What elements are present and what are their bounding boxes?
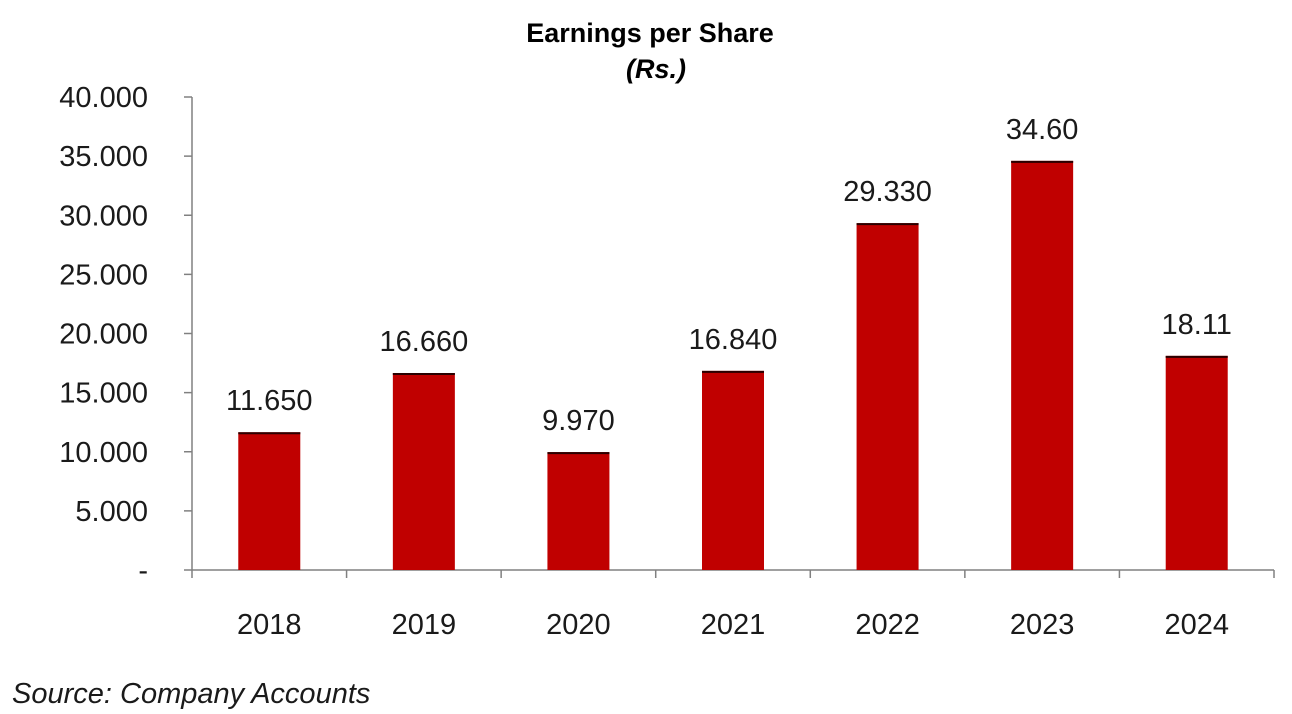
- x-tick-label: 2023: [1010, 609, 1075, 641]
- bars: [238, 160, 1228, 571]
- x-tick-label: 2018: [237, 609, 302, 641]
- y-tick-label: 10.000: [59, 437, 148, 469]
- data-label-2021: 16.840: [689, 324, 778, 356]
- bar-2019: [392, 372, 455, 570]
- data-label-2019: 16.660: [380, 326, 469, 358]
- y-tick-label: 35.000: [59, 141, 148, 173]
- bar-2023: [1011, 160, 1074, 571]
- data-label-2023: 34.60: [1006, 114, 1079, 146]
- x-axis: 2018 2019 2020 2021 2022 2023 2024: [191, 569, 1275, 641]
- y-tick-label: 15.000: [59, 378, 148, 410]
- bar-2022: [856, 223, 919, 571]
- y-tick-label: 25.000: [59, 259, 148, 291]
- y-tick-label: 20.000: [59, 319, 148, 351]
- x-tick-label: 2022: [855, 609, 920, 641]
- bar-2021: [702, 370, 764, 570]
- x-tick-label: 2024: [1164, 609, 1229, 641]
- data-labels: 11.650 16.660 9.970 16.840 29.330 34.60 18.11: [226, 114, 1232, 437]
- x-tick-label: 2019: [392, 609, 457, 641]
- chart-subtitle: (Rs.): [626, 54, 686, 84]
- bar-2020: [547, 452, 610, 570]
- y-tick-label: 5.000: [75, 496, 148, 528]
- x-tick-label: 2020: [546, 609, 611, 641]
- y-tick-label: 30.000: [59, 200, 148, 232]
- data-label-2024: 18.11: [1162, 309, 1232, 341]
- y-tick-label: 40.000: [59, 82, 148, 114]
- data-label-2018: 11.650: [226, 385, 313, 417]
- y-tick-label: -: [138, 555, 148, 587]
- x-tick-label: 2021: [701, 609, 766, 641]
- bar-2024: [1165, 355, 1228, 570]
- bar-2018: [238, 432, 301, 570]
- data-label-2020: 9.970: [542, 405, 615, 437]
- source-note: Source: Company Accounts: [12, 678, 370, 710]
- y-axis: - 5.000 10.000 15.000 20.000 25.000 30.000 35.0…: [59, 82, 193, 587]
- chart-title: Earnings per Share: [526, 18, 774, 48]
- data-label-2022: 29.330: [843, 176, 932, 208]
